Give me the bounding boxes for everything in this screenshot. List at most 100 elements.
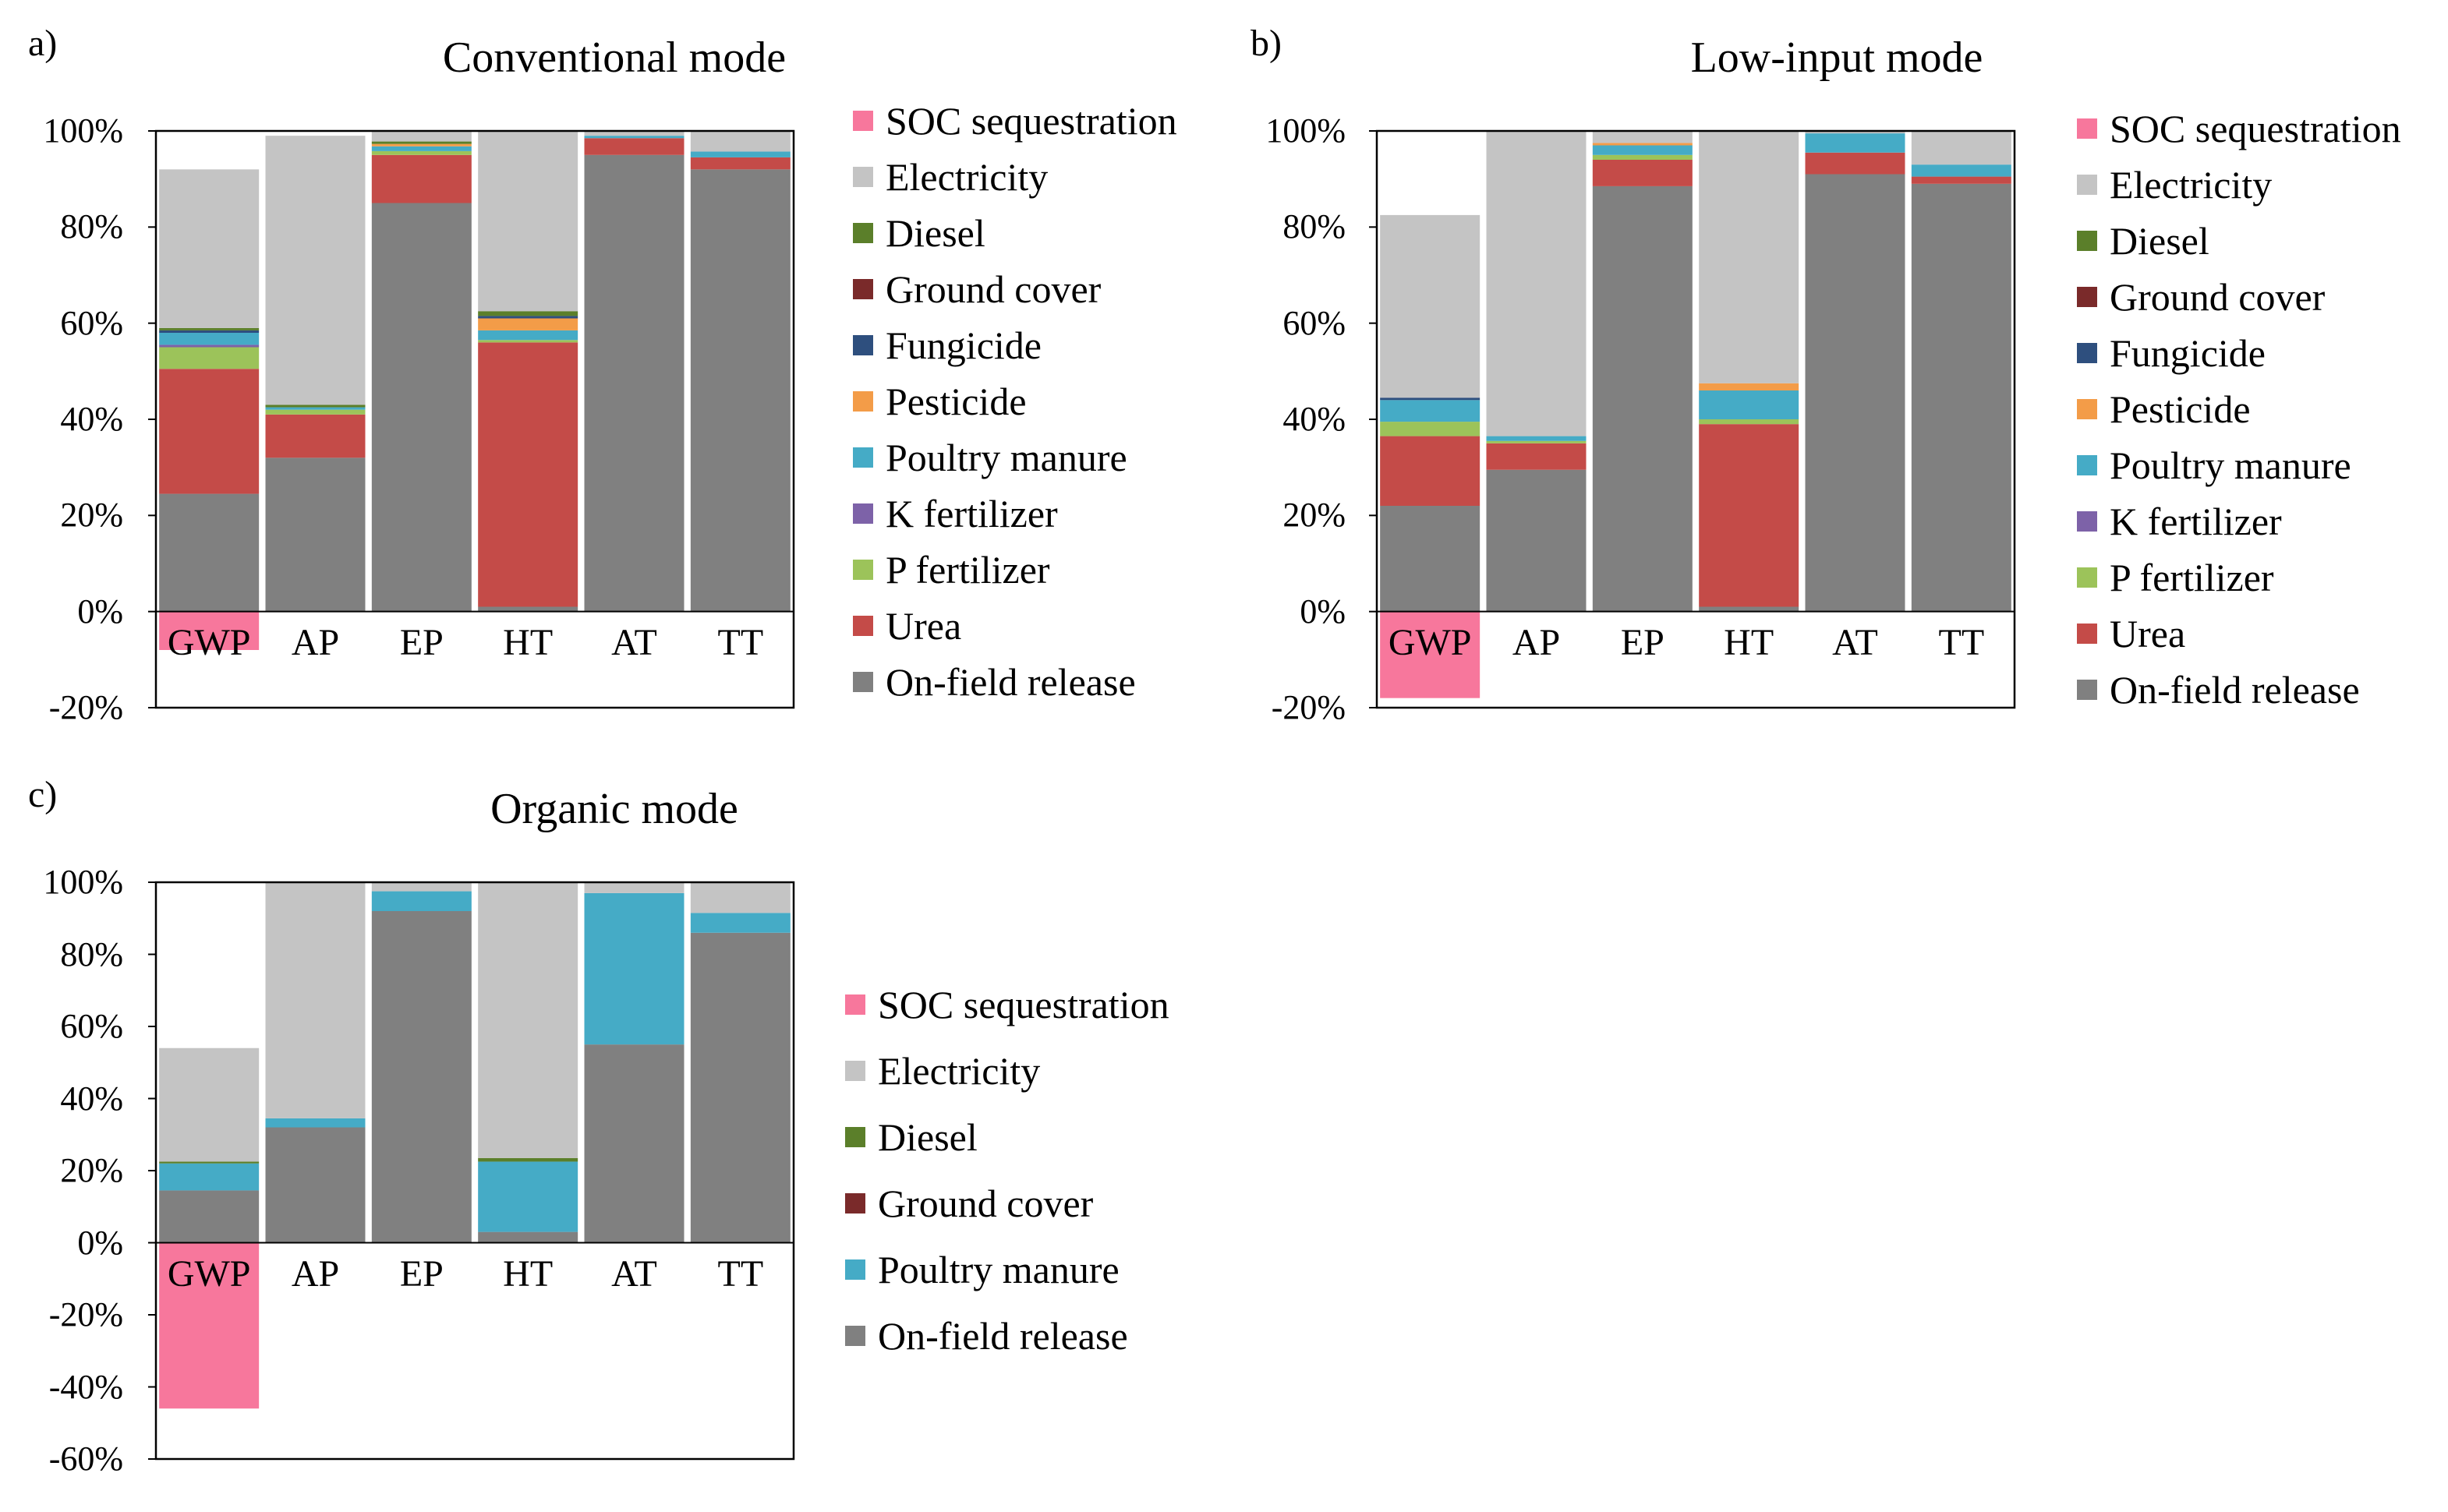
y-tick-label: 40%: [60, 1079, 123, 1118]
legend-item-electricity: Electricity: [853, 157, 1048, 196]
bar-segment-ep-electricity: [1592, 131, 1693, 143]
bar-segment-ht-p-fertilizer: [1699, 419, 1799, 425]
legend-item-ground-cover: Ground cover: [2077, 277, 2325, 316]
legend-swatch: [2077, 118, 2097, 139]
legend-label: Poultry manure: [886, 436, 1127, 479]
legend-label: Poultry manure: [878, 1248, 1120, 1291]
bar-segment-gwp-electricity: [1380, 214, 1480, 398]
legend-item-pesticide: Pesticide: [2077, 390, 2251, 429]
bar-segment-ep-pesticide: [371, 143, 472, 147]
bar-segment-ep-on-field-release: [1592, 185, 1693, 612]
y-tick-label: 20%: [60, 496, 123, 535]
legend-label: K fertilizer: [886, 492, 1058, 535]
bar-segment-ep-electricity: [371, 131, 472, 142]
legend-item-on-field-release: On-field release: [2077, 670, 2360, 709]
legend-item-diesel: Diesel: [845, 1118, 978, 1157]
legend-label: SOC sequestration: [2110, 107, 2401, 150]
legend-item-p-fertilizer: P fertilizer: [853, 550, 1050, 589]
bar-segment-tt-on-field-release: [690, 169, 791, 612]
legend-item-urea: Urea: [2077, 614, 2185, 653]
bar-segment-ap-electricity: [265, 882, 366, 1118]
y-tick-label: 0%: [77, 1223, 123, 1262]
bar-segment-ht-electricity: [1699, 131, 1799, 383]
legend-swatch: [845, 1193, 865, 1213]
bar-segment-at-poultry-manure: [1805, 133, 1905, 153]
legend-item-on-field-release: On-field release: [845, 1316, 1128, 1355]
plot-c: [148, 881, 795, 1461]
legend-swatch: [853, 335, 873, 355]
bar-segment-gwp-fungicide: [159, 330, 260, 333]
bar-segment-gwp-electricity: [159, 1047, 260, 1162]
legend-item-k-fertilizer: K fertilizer: [853, 494, 1058, 533]
bar-segment-ep-on-field-release: [371, 911, 472, 1243]
x-tick-label-tt: TT: [1938, 621, 1985, 663]
y-tick-label: 80%: [60, 934, 123, 973]
legend-swatch: [845, 1326, 865, 1346]
legend-swatch: [2077, 624, 2097, 644]
legend-label: SOC sequestration: [886, 99, 1177, 143]
legend-label: SOC sequestration: [878, 983, 1169, 1026]
x-tick-label-gwp: GWP: [167, 621, 251, 663]
bar-segment-gwp-p-fertilizer: [1380, 422, 1480, 436]
legend-item-p-fertilizer: P fertilizer: [2077, 558, 2274, 597]
bar-segment-gwp-poultry-manure: [159, 333, 260, 345]
x-tick-label-ht: HT: [503, 1252, 554, 1295]
legend-item-fungicide: Fungicide: [2077, 334, 2266, 373]
legend-label: Diesel: [886, 211, 985, 255]
legend-label: Electricity: [886, 155, 1049, 199]
plot-a: [148, 129, 795, 709]
bar-segment-tt-urea: [1911, 176, 2011, 184]
legend-label: Urea: [886, 604, 962, 648]
legend-label: Fungicide: [2110, 331, 2266, 375]
legend-label: On-field release: [2110, 668, 2360, 712]
y-tick-label: -20%: [48, 688, 123, 726]
legend-label: Pesticide: [2110, 387, 2251, 431]
y-tick-label: 0%: [77, 592, 123, 631]
bar-segment-at-poultry-manure: [584, 136, 685, 139]
bar-segment-ap-urea: [265, 414, 366, 458]
y-tick-label: 100%: [43, 111, 123, 150]
legend-label: Ground cover: [886, 267, 1102, 311]
bar-segment-gwp-k-fertilizer: [159, 344, 260, 348]
legend-swatch: [853, 616, 873, 636]
y-tick-label: -60%: [48, 1440, 123, 1478]
legend-label: K fertilizer: [2110, 500, 2282, 543]
y-tick-label: -20%: [1271, 688, 1346, 726]
legend-label: Pesticide: [886, 380, 1027, 423]
y-tick-label: 20%: [60, 1151, 123, 1189]
bar-segment-gwp-fungicide: [1380, 397, 1480, 401]
legend-item-diesel: Diesel: [2077, 221, 2209, 260]
legend-label: On-field release: [886, 660, 1136, 704]
legend-swatch: [2077, 455, 2097, 475]
bar-segment-tt-poultry-manure: [1911, 164, 2011, 177]
chart-title: Low-input mode: [1690, 34, 1983, 82]
x-tick-label-at: AT: [611, 1252, 657, 1295]
bar-segment-ht-urea: [478, 342, 578, 607]
legend-swatch: [853, 167, 873, 187]
bar-segment-ht-diesel: [478, 1157, 578, 1162]
y-tick-label: 80%: [1282, 207, 1346, 246]
chart-title: Conventional mode: [442, 34, 787, 82]
x-tick-label-tt: TT: [717, 621, 764, 663]
bar-segment-at-electricity: [584, 131, 685, 136]
legend-label: Diesel: [2110, 219, 2209, 263]
y-tick-label: 60%: [1282, 303, 1346, 342]
legend-item-poultry-manure: Poultry manure: [845, 1250, 1120, 1289]
bar-segment-gwp-on-field-release: [159, 1190, 260, 1243]
legend-item-electricity: Electricity: [2077, 165, 2272, 204]
legend-swatch: [845, 1259, 865, 1280]
legend-swatch: [2077, 231, 2097, 251]
legend-label: Urea: [2110, 612, 2186, 655]
bar-segment-ht-on-field-release: [1699, 606, 1799, 612]
legend-item-diesel: Diesel: [853, 214, 985, 253]
bar-segment-tt-on-field-release: [1911, 183, 2011, 612]
x-tick-label-at: AT: [611, 621, 657, 663]
bar-segment-gwp-soc-sequestration: [159, 611, 260, 650]
bar-segment-ap-p-fertilizer: [265, 409, 366, 415]
bar-segment-ep-poultry-manure: [371, 891, 472, 911]
legend-item-on-field-release: On-field release: [853, 662, 1136, 701]
panel-label: c): [28, 774, 58, 815]
bar-segment-gwp-p-fertilizer: [159, 347, 260, 369]
legend-swatch: [853, 111, 873, 131]
